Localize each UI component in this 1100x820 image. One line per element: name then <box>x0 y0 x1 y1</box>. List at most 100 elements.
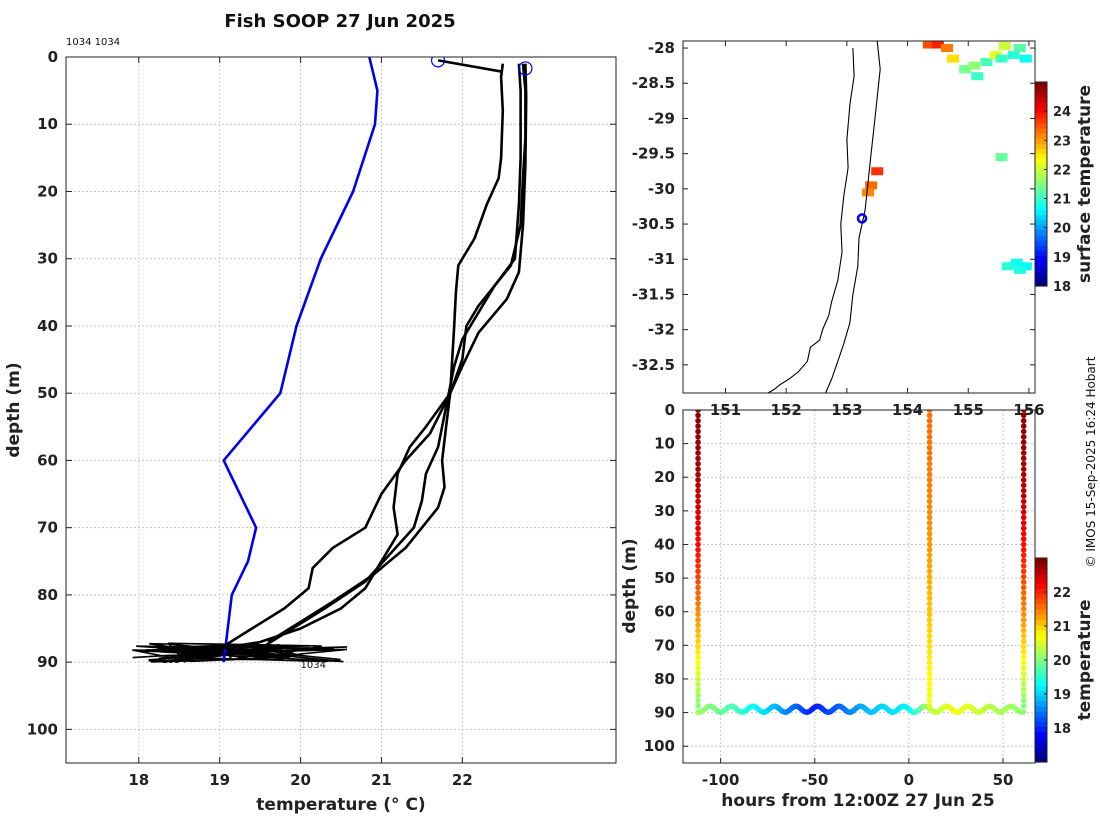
section-cast-point <box>695 504 701 510</box>
section-cast-point <box>926 504 933 510</box>
section-cast-point <box>1020 525 1027 532</box>
section-cast-point <box>695 471 701 478</box>
map-colorbar-segment <box>1035 280 1047 287</box>
section-cast-point <box>695 541 701 548</box>
section-ytick-label: 20 <box>654 468 675 486</box>
profile-series-profile-2 <box>219 63 527 650</box>
section-cast-point <box>695 557 701 564</box>
section-colorbar-segment <box>1035 558 1047 564</box>
section-colorbar-tick-label: 21 <box>1053 620 1071 635</box>
section-colorbar-segment <box>1035 685 1047 692</box>
section-cast-point <box>1020 579 1027 585</box>
section-cast-point <box>1020 455 1027 462</box>
section-ytick-label: 100 <box>644 737 675 755</box>
section-colorbar-segment <box>1035 568 1047 574</box>
map-colorbar-frame <box>1034 81 1048 287</box>
section-colorbar-segment <box>1035 736 1047 743</box>
section-cast-point <box>1020 460 1027 467</box>
section-cast-point <box>695 536 701 542</box>
section-plot-area <box>695 410 1027 716</box>
section-cast-point <box>695 579 701 585</box>
section-cast-point <box>926 638 933 645</box>
section-cast-point <box>926 681 933 688</box>
map-colorbar-segment <box>1035 163 1047 170</box>
section-cast-point <box>926 568 933 575</box>
section-cast-point <box>1020 482 1027 489</box>
section-cast-point <box>1020 450 1027 456</box>
section-colorbar-segment <box>1035 675 1047 681</box>
section-cast-point <box>1020 643 1027 650</box>
sst-patch <box>1013 44 1026 53</box>
section-cast-point <box>695 611 701 618</box>
section-cast-point <box>926 541 933 548</box>
section-cast-point <box>926 703 933 709</box>
sst-patch <box>862 188 875 197</box>
section-cast-point <box>1020 654 1027 661</box>
section-cast-point <box>926 654 933 661</box>
section-cast-point <box>926 434 933 440</box>
section-cast-point <box>695 547 701 553</box>
map-colorbar-segment <box>1035 270 1047 277</box>
section-ylabel: depth (m) <box>620 538 640 633</box>
section-colorbar-segment <box>1035 746 1047 753</box>
section-cast-point <box>1020 633 1027 639</box>
section-cast-point <box>1020 686 1027 693</box>
section-cast-point <box>1020 616 1027 623</box>
section-cast-point <box>926 498 933 505</box>
section-cast-point <box>926 455 933 462</box>
section-cast-point <box>926 428 933 435</box>
section-cast-point <box>695 563 701 569</box>
section-colorbar-segment <box>1035 603 1047 610</box>
map-colorbar-tick-label: 20 <box>1053 222 1071 237</box>
section-cast-point <box>695 410 701 413</box>
section-cast-point <box>1020 423 1027 429</box>
section-cast-point <box>695 487 701 494</box>
section-cast-point <box>695 616 701 623</box>
section-cast-point <box>695 686 701 693</box>
section-cast-point <box>926 692 933 698</box>
sst-patch <box>968 61 981 70</box>
section-cast-point <box>926 439 933 446</box>
section-cast-point <box>926 557 933 564</box>
section-colorbar-segment <box>1035 593 1047 600</box>
section-cast-point <box>695 681 701 688</box>
section-cast-point <box>1020 541 1027 548</box>
map-panel: -28 -28.5 -29 -29.5 -30 -30.5 -31 -31.5 -32 -32.5… <box>632 39 1095 419</box>
section-cast-point <box>1020 417 1027 424</box>
section-cast-point <box>926 590 933 596</box>
section-ytick-label: 90 <box>654 704 675 722</box>
section-cast-point <box>926 649 933 655</box>
sst-patch <box>1007 51 1020 60</box>
section-cast-point <box>695 509 701 516</box>
sst-patch <box>995 54 1008 63</box>
profile-plot-area: 1034 1034 <box>132 57 533 671</box>
section-cast-point <box>926 412 933 419</box>
section-cast-point <box>695 692 701 698</box>
section-cast-point <box>926 471 933 478</box>
map-colorbar-segment <box>1035 158 1047 165</box>
section-cast-point <box>1020 590 1027 596</box>
section-colorbar-segment <box>1035 563 1047 569</box>
section-cast-point <box>1020 649 1027 655</box>
map-colorbar-segment <box>1035 82 1047 88</box>
section-cast-point <box>1020 681 1027 688</box>
profile-ytick-label: 30 <box>37 250 58 268</box>
section-cast-point <box>926 423 933 429</box>
sst-patch <box>947 54 960 63</box>
profile-series-profile-1 <box>219 63 505 650</box>
section-ytick-label: 50 <box>654 569 675 587</box>
map-colorbar-segment <box>1035 148 1047 154</box>
section-colorbar-segment <box>1035 690 1047 697</box>
section-colorbar-segment <box>1035 644 1047 651</box>
section-cast-point <box>1020 703 1027 709</box>
section-colorbar-segment <box>1035 619 1047 625</box>
map-colorbar-tick-label: 18 <box>1053 280 1071 295</box>
section-cast-point <box>1020 600 1027 607</box>
profile-ytick-label: 100 <box>27 720 58 738</box>
credit-text: © IMOS 15-Sep-2025 16:24 Hobart <box>1084 356 1098 567</box>
section-cast-point <box>1020 547 1027 553</box>
section-cast-point <box>1020 493 1027 499</box>
profile-annotation: 1034 <box>301 660 326 671</box>
section-colorbar-segment <box>1035 680 1047 687</box>
